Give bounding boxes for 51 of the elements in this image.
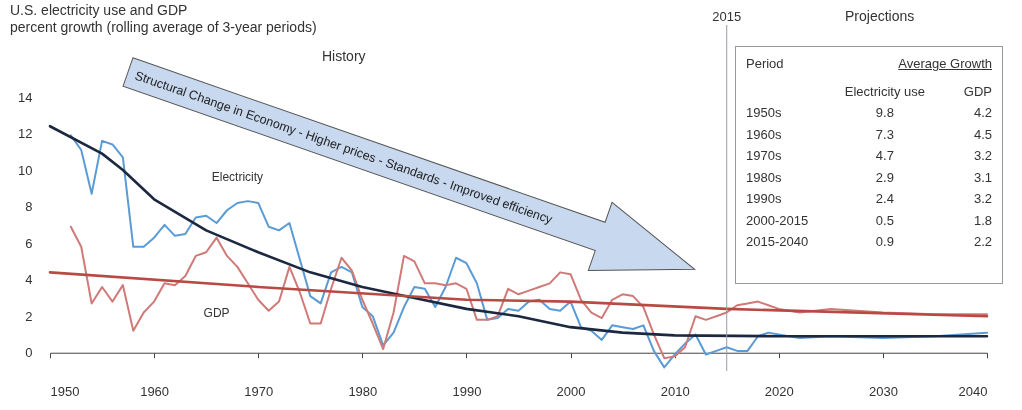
x-tick-label: 1950 [50,384,80,400]
y-tick-label: 12 [18,126,33,142]
annotation: 4.7 [874,148,895,164]
annotation: 1.8 [972,212,992,228]
annotation: 0.5 [874,212,895,228]
y-tick-label: 14 [18,89,33,105]
y-tick-label: 4 [25,272,33,288]
annotation: 2000-2015 [746,212,810,228]
annotation: 9.8 [874,105,895,121]
annotation: 3.1 [972,169,992,185]
line-series [48,271,989,318]
annotation: 3.2 [972,148,992,164]
x-tick-label: 2030 [868,384,898,400]
text: Average Growth [897,56,992,72]
y-tick-label: 6 [25,235,33,251]
annotation: GDP [962,83,992,99]
series-label: Electricity [211,169,264,184]
annotation: 0.9 [874,234,895,250]
text: History [322,48,366,64]
annotation: 4.2 [972,105,992,121]
x-tick-label: 1960 [140,384,170,400]
annotation: 1970s [746,148,783,164]
annotation: Electricity use [843,83,926,99]
annotation: 3.2 [972,191,992,207]
annotation: 1950s [746,105,783,121]
x-tick-label: 2040 [958,384,988,400]
x-tick-label: 1970 [244,384,274,400]
annotation: 2.2 [972,234,992,250]
y-tick-label: 0 [25,345,33,361]
annotation: 2015-2040 [746,234,810,250]
annotation: 7.3 [874,126,895,142]
x-tick-label: 1990 [452,384,482,400]
text: GDP [203,305,230,320]
annotation: 2.4 [874,191,895,207]
x-tick-label: 1980 [348,384,378,400]
ref-line-label: 2015 [712,9,742,24]
y-tick-label: 2 [25,308,33,324]
annotation: 1980s [746,169,783,185]
x-tick-label: 2020 [764,384,794,400]
text: Period [746,56,785,72]
x-tick-label: 2000 [556,384,586,400]
y-tick-label: 10 [18,162,33,178]
annotation: 1960s [746,126,783,142]
chart-title: U.S. electricity use and GDP [10,2,188,18]
annotation: 1990s [746,191,783,207]
x-tick-label: 2010 [660,384,690,400]
text: Projections [845,8,915,24]
annotation: 4.5 [972,126,992,142]
y-tick-label: 8 [25,199,33,215]
chart-subtitle: percent growth (rolling average of 3-year periods) [10,19,317,35]
annotation: 2.9 [874,169,895,185]
